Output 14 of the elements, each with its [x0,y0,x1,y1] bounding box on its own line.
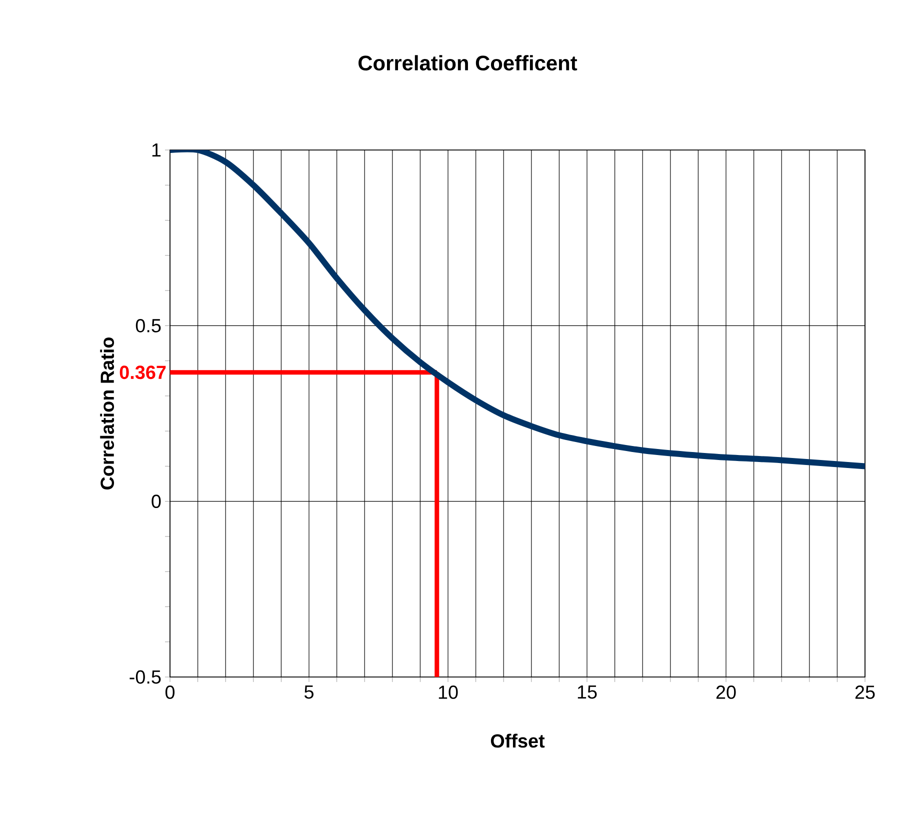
chart-title: Correlation Coefficent [358,55,578,70]
y-tick-label: 0.5 [136,318,161,332]
x-tick-label: 10 [438,686,458,699]
y-tick-label: -0.5 [130,670,161,684]
x-tick-label: 15 [578,686,597,699]
x-axis-title: Offset [490,734,545,748]
x-tick-label: 0 [165,686,175,699]
ref-line-label: 0.367 [120,366,166,380]
x-tick-label: 25 [855,686,875,699]
y-tick-label: 1 [152,143,161,157]
y-tick-label: 0 [152,494,161,508]
x-tick-label: 5 [304,686,314,699]
x-tick-label: 20 [716,686,736,699]
y-axis-title: Correlation Ratio [100,337,114,490]
